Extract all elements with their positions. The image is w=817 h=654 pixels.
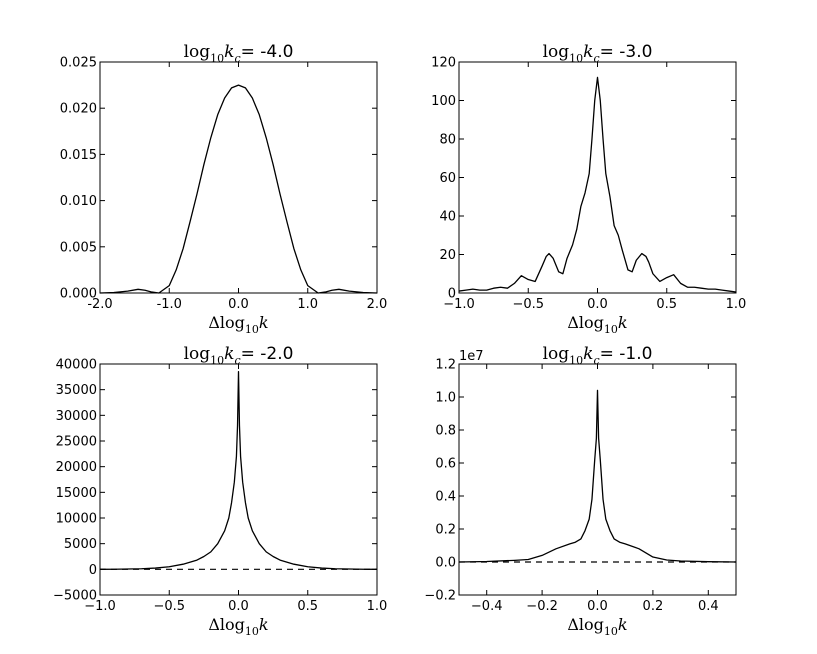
y-tick-label: 0.0 (435, 556, 456, 571)
y-offset-label: 1e7 (459, 349, 484, 364)
y-tick-label: 0 (448, 287, 456, 302)
x-tick-label: −1.0 (84, 599, 116, 614)
x-tick-label: −0.5 (512, 297, 544, 312)
y-tick-label: 100 (431, 94, 456, 109)
x-tick-label: 2.0 (367, 297, 388, 312)
subplot-3: −1.0 −0.5 0.0 0.5 1.0 −5000 0 5000 10000 15000 200… (53, 344, 387, 638)
x-tick-label: −0.2 (526, 599, 558, 614)
y-tick-label: 20 (439, 248, 456, 263)
y-tick-label: 10000 (56, 512, 97, 527)
y-tick-label: 0.6 (435, 457, 456, 472)
series-line (99, 371, 378, 570)
y-tick-label: 0.010 (60, 194, 97, 209)
x-axis-label: Δlog10k (567, 615, 627, 638)
x-tick-label: 1.0 (297, 297, 318, 312)
x-tick-label: 0.2 (643, 599, 664, 614)
y-tick-label: 35000 (56, 383, 97, 398)
x-tick-label: 0.0 (228, 297, 249, 312)
subplot-1: -2.0 -1.0 0.0 1.0 2.0 0.000 0.005 0.010 0.015 0.0… (60, 42, 388, 336)
x-tick-label: -1.0 (157, 297, 182, 312)
y-tick-label: 120 (431, 56, 456, 71)
x-tick-label: −0.4 (471, 599, 503, 614)
subplot-title: log10kc= -4.0 (184, 42, 294, 65)
x-tick-label: 0.0 (587, 297, 608, 312)
y-tick-label: 0.4 (435, 490, 456, 505)
x-tick-label: 0.5 (656, 297, 677, 312)
y-tick-label: 40 (439, 210, 456, 225)
y-tick-label: −5000 (53, 589, 97, 604)
axes-frame (99, 61, 378, 294)
y-tick-label: −0.2 (424, 589, 456, 604)
y-tick-label: 40000 (56, 358, 97, 373)
y-tick-label: 0 (89, 563, 97, 578)
x-axis-label: Δlog10k (208, 313, 268, 336)
y-tick-label: 0.000 (60, 287, 97, 302)
y-tick-label: 60 (439, 171, 456, 186)
y-tick-label: 15000 (56, 486, 97, 501)
subplot-2: −1.0 −0.5 0.0 0.5 1.0 0 20 40 60 80 100 120 log10kc=… (431, 42, 746, 336)
x-tick-label: −1.0 (443, 297, 475, 312)
x-tick-label: 0.4 (698, 599, 719, 614)
subplot-title: log10kc= -3.0 (543, 42, 653, 65)
x-tick-label: −0.5 (153, 599, 185, 614)
y-tick-label: 20000 (56, 460, 97, 475)
y-tick-label: 1.0 (435, 391, 456, 406)
y-tick-label: 30000 (56, 409, 97, 424)
y-tick-label: 0.015 (60, 148, 97, 163)
y-tick-label: 0.020 (60, 102, 97, 117)
subplot-4: −0.4 −0.2 0.0 0.2 0.4 −0.2 0.0 0.2 0.4 0.6 0.8 1.0 1… (424, 344, 737, 638)
y-tick-label: 0.025 (60, 56, 97, 71)
subplot-title: log10kc= -2.0 (184, 344, 294, 367)
y-tick-label: 25000 (56, 435, 97, 450)
axes-frame (458, 61, 737, 294)
x-tick-label: 0.0 (228, 599, 249, 614)
x-axis-label: Δlog10k (567, 313, 627, 336)
x-axis-label: Δlog10k (208, 615, 268, 638)
y-tick-label: 0.2 (435, 523, 456, 538)
series-line (458, 76, 737, 293)
y-tick-label: 5000 (64, 537, 97, 552)
series-line (99, 84, 378, 294)
y-tick-label: 0.8 (435, 424, 456, 439)
x-tick-label: 1.0 (726, 297, 747, 312)
y-tick-label: 80 (439, 133, 456, 148)
y-tick-label: 0.005 (60, 240, 97, 255)
series-line (458, 389, 737, 563)
y-tick-label: 1.2 (435, 358, 456, 373)
x-tick-label: 0.0 (587, 599, 608, 614)
x-tick-label: 1.0 (367, 599, 388, 614)
subplot-title: log10kc= -1.0 (543, 344, 653, 367)
x-tick-label: 0.5 (297, 599, 318, 614)
x-tick-label: -2.0 (87, 297, 112, 312)
